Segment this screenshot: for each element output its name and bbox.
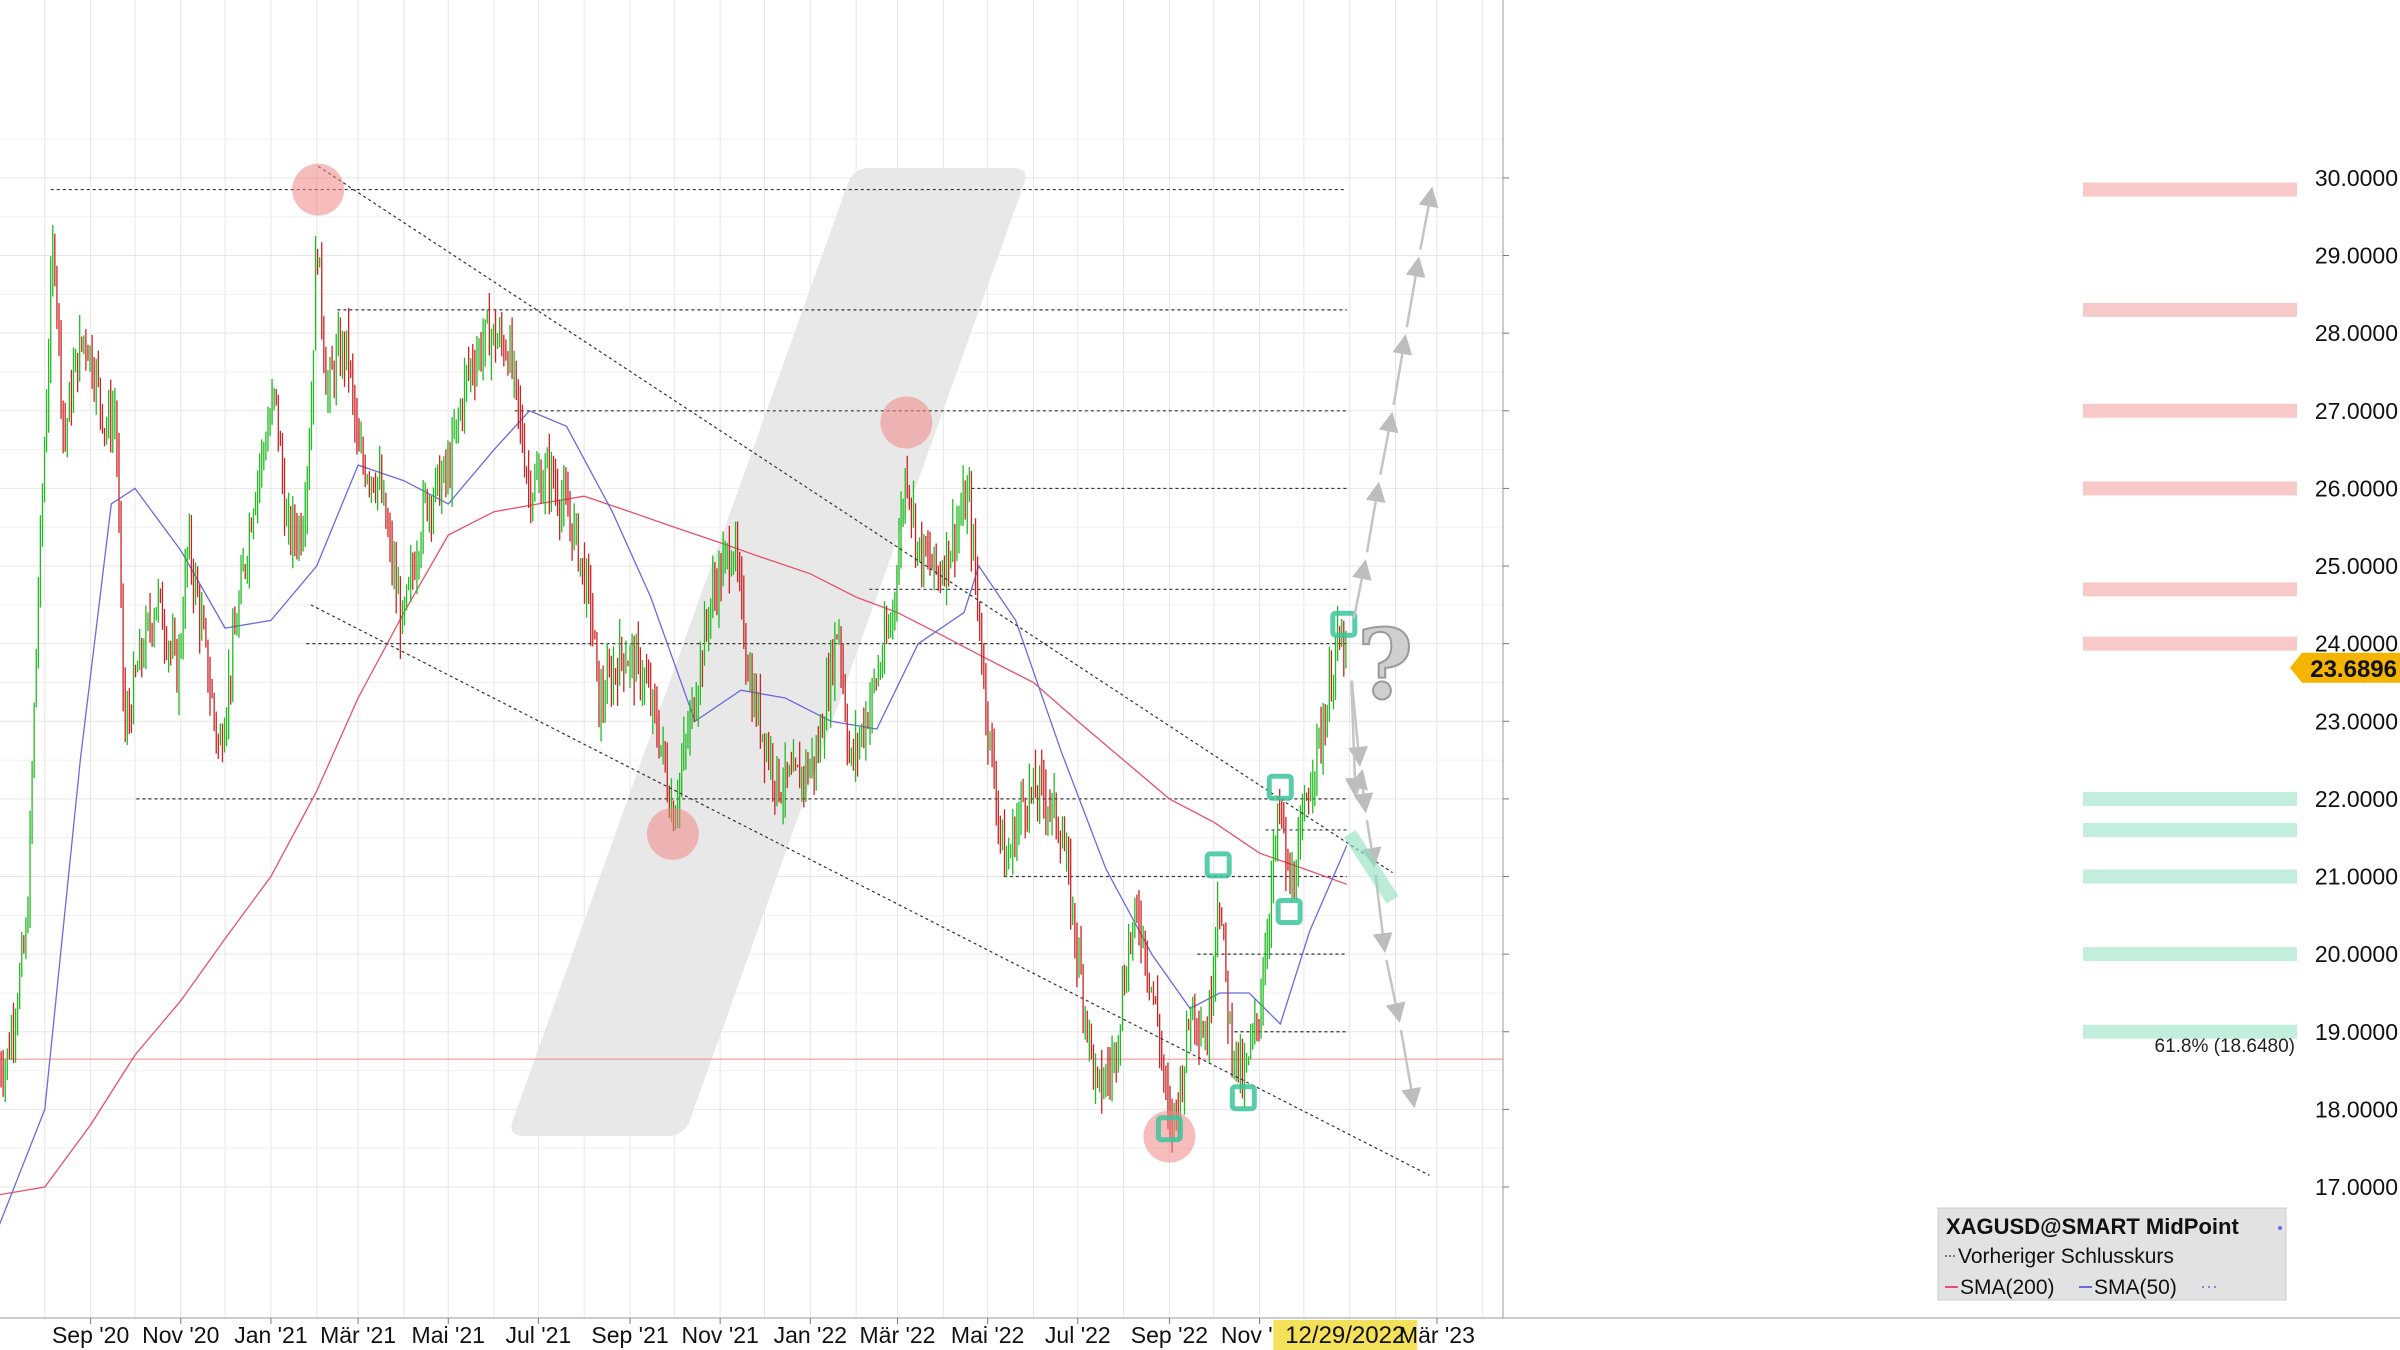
x-tick-label: Sep '22 (1131, 1322, 1208, 1348)
support-zone (2083, 822, 2297, 837)
legend-item-sma50: SMA(50) (2094, 1276, 2177, 1299)
trendline (317, 165, 1393, 874)
sma200-line (0, 495, 1348, 1196)
swing-square-marker (1266, 773, 1294, 801)
x-tick-label: Nov '20 (142, 1322, 219, 1348)
y-tick-label: 28.0000 (2315, 320, 2398, 346)
resistance-zone (2083, 636, 2297, 651)
projection-up-arrow (1365, 481, 1386, 553)
legend-dot (2278, 1226, 2282, 1230)
projection-down-arrow (1385, 959, 1406, 1024)
last-price-label: 23.6896 (2310, 656, 2397, 683)
y-tick-label: 18.0000 (2315, 1096, 2398, 1122)
projections: ? (1343, 186, 1439, 1109)
moving-averages (0, 410, 1348, 1226)
y-tick-label: 26.0000 (2315, 475, 2398, 501)
support-zone (2083, 791, 2297, 806)
projection-up-arrow (1418, 186, 1439, 250)
legend-title: XAGUSD@SMART MidPoint (1946, 1214, 2239, 1239)
resistance-zone (2083, 182, 2297, 197)
swing-square-marker (1155, 1115, 1183, 1143)
y-tick-label: 17.0000 (2315, 1174, 2398, 1200)
y-tick-label: 19.0000 (2315, 1019, 2398, 1045)
swing-square-marker (1330, 610, 1358, 638)
x-tick-label: Jul '21 (506, 1322, 572, 1348)
trendlines (310, 165, 1430, 1176)
legend: XAGUSD@SMART MidPoint Vorheriger Schlussk… (1937, 1207, 2287, 1301)
y-tick-label: 30.0000 (2315, 165, 2398, 191)
y-tick-label: 23.0000 (2315, 708, 2398, 734)
y-tick-label: 21.0000 (2315, 864, 2398, 890)
last-price-tag (2290, 652, 2400, 683)
background-shapes (511, 168, 1026, 1136)
x-tick-label: Mär '23 (1399, 1322, 1475, 1348)
support-zone (2083, 869, 2297, 884)
swing-square-marker (1275, 897, 1303, 925)
projection-up-arrow (1352, 559, 1372, 619)
horizontal-levels: 61.8% (18.6480) (0, 188, 2296, 1060)
y-tick-label: 25.0000 (2315, 553, 2398, 579)
current-date-highlight (1273, 1320, 1418, 1350)
resistance-zone (2083, 302, 2297, 317)
swing-square-marker (1204, 851, 1232, 879)
x-tick-label: Sep '21 (591, 1322, 668, 1348)
legend-box (1937, 1207, 2287, 1301)
x-tick-label: Jul '22 (1045, 1322, 1111, 1348)
price-zones (2083, 182, 2297, 1039)
x-tick-label: Sep '20 (52, 1322, 129, 1348)
support-zone (2083, 1024, 2297, 1039)
channel-projection-band (1343, 830, 1399, 904)
y-tick-label: 20.0000 (2315, 941, 2398, 967)
projection-up-arrow (1405, 256, 1426, 328)
x-tick-label: Nov '21 (682, 1322, 759, 1348)
swing-high-low-circle (292, 163, 345, 216)
projection-down-arrow (1399, 1029, 1422, 1109)
y-tick-label: 24.0000 (2315, 631, 2398, 657)
y-tick-label: 27.0000 (2315, 398, 2398, 424)
projection-down-arrow (1361, 820, 1382, 868)
projection-up-arrow (1378, 411, 1399, 475)
x-tick-label: Mär '21 (320, 1322, 396, 1348)
trendline (310, 604, 1430, 1176)
swing-square-marker (1229, 1084, 1257, 1112)
y-tick-label: 22.0000 (2315, 786, 2398, 812)
legend-item-sma200: SMA(200) (1960, 1276, 2055, 1299)
resistance-zone (2083, 403, 2297, 418)
swing-markers (292, 163, 1358, 1163)
projection-mid-arrow (1348, 768, 1368, 794)
x-tick-label: Mär '22 (860, 1322, 936, 1348)
legend-item-prev-close: Vorheriger Schlusskurs (1958, 1245, 2174, 1268)
question-mark: ? (1357, 608, 1413, 721)
x-tick-label: Mai '21 (412, 1322, 485, 1348)
projection-up-arrow (1392, 334, 1413, 406)
swing-high-low-circle (880, 396, 933, 449)
y-tick-label: 29.0000 (2315, 243, 2398, 269)
price-candles (0, 225, 1347, 1153)
current-date-label: 12/29/2022 (1285, 1322, 1405, 1349)
x-tick-label: Mai '22 (951, 1322, 1024, 1348)
fib-label: 61.8% (18.6480) (2155, 1036, 2296, 1057)
resistance-zone (2083, 582, 2297, 597)
resistance-zone (2083, 481, 2297, 496)
watermark-slash (511, 168, 1026, 1136)
x-tick-label: Jan '21 (234, 1322, 307, 1348)
x-tick-label: Jan '22 (774, 1322, 847, 1348)
support-zone (2083, 947, 2297, 962)
sma50-line (0, 410, 1348, 1226)
swing-high-low-circle (646, 807, 699, 860)
